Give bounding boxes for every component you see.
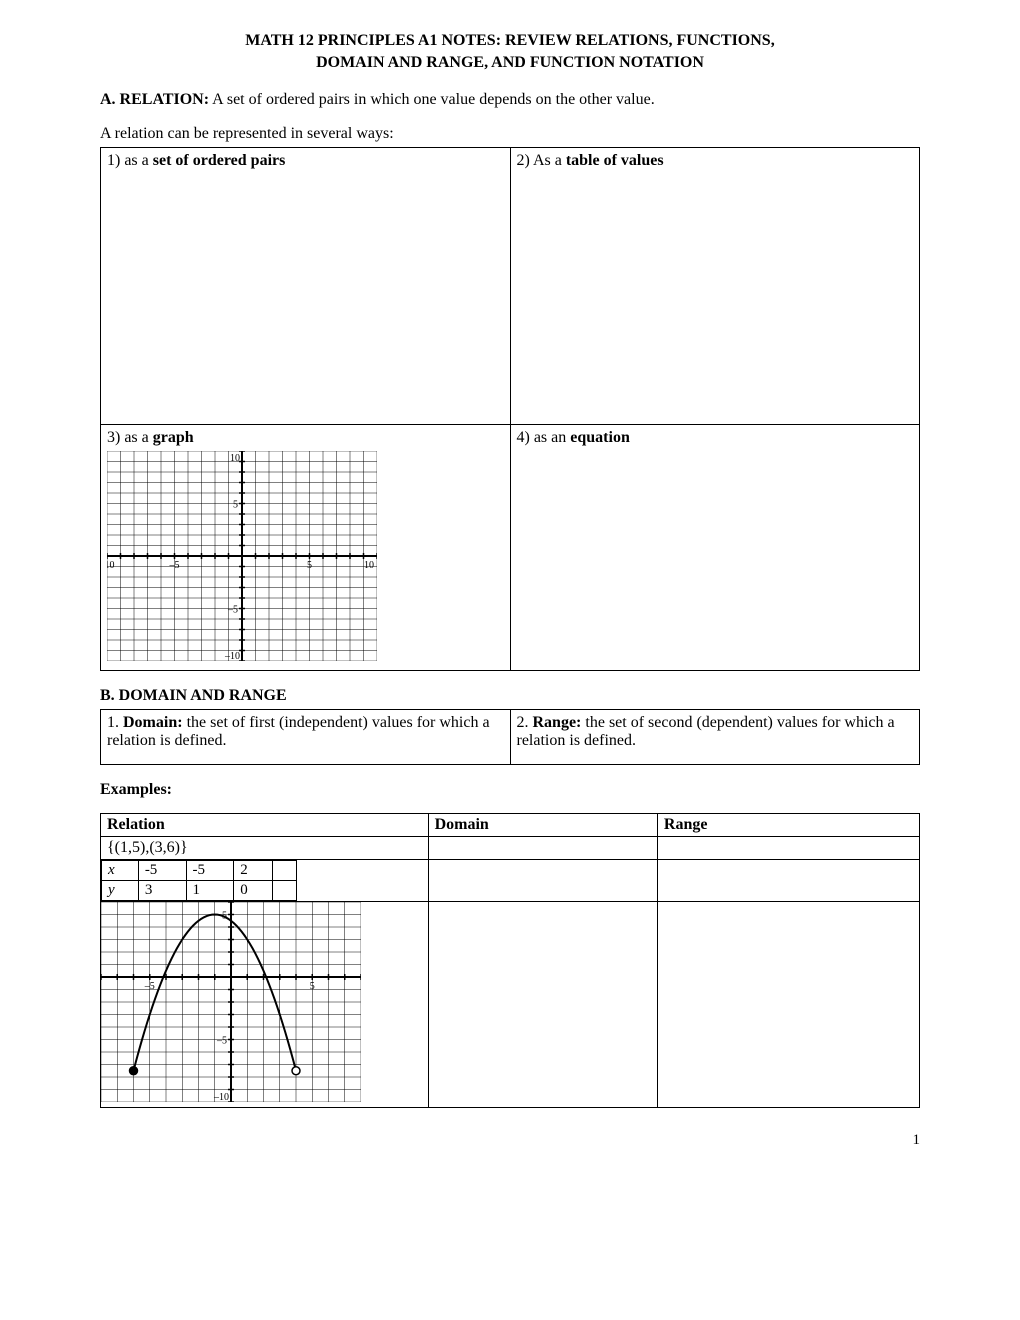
- domain-cell: 1. Domain: the set of first (independent…: [101, 710, 511, 765]
- xy-r1c5: [272, 861, 296, 881]
- xy-r1c2: -5: [138, 861, 186, 881]
- xy-r2c2: 3: [138, 881, 186, 901]
- svg-text:5: 5: [310, 981, 315, 992]
- ways-cell-2: 2) As a table of values: [510, 148, 920, 425]
- xy-r2c5: [272, 881, 296, 901]
- examples-header-relation: Relation: [101, 814, 429, 837]
- xy-r2c1: y: [102, 881, 139, 901]
- section-b-label: B. DOMAIN AND RANGE: [100, 687, 287, 704]
- page-number: 1: [100, 1132, 920, 1149]
- examples-heading: Examples:: [100, 781, 920, 799]
- page-title: MATH 12 PRINCIPLES A1 NOTES: REVIEW RELA…: [100, 30, 920, 73]
- range-cell: 2. Range: the set of second (dependent) …: [510, 710, 920, 765]
- examples-header-range: Range: [657, 814, 919, 837]
- xy-r1c3: -5: [186, 861, 234, 881]
- graph-large: –10 –5 5 10 10 5 –5 –10: [107, 451, 377, 661]
- svg-text:–5: –5: [144, 981, 155, 992]
- domain-pre: 1.: [107, 714, 123, 731]
- examples-row3-domain: [428, 902, 657, 1108]
- ways-3-bold: graph: [153, 429, 194, 446]
- ways-cell-4: 4) as an equation: [510, 425, 920, 671]
- xy-r2c3: 1: [186, 881, 234, 901]
- xy-r1c1: x: [102, 861, 139, 881]
- ways-1-num: 1) as a: [107, 152, 153, 169]
- section-a-label: A. RELATION:: [100, 91, 209, 108]
- title-line2: DOMAIN AND RANGE, AND FUNCTION NOTATION: [316, 54, 704, 71]
- ways-4-bold: equation: [570, 429, 630, 446]
- svg-text:–5: –5: [216, 1036, 227, 1047]
- examples-row1-range: [657, 837, 919, 860]
- svg-text:–10: –10: [107, 560, 115, 571]
- graph-large-container: –10 –5 5 10 10 5 –5 –10: [107, 451, 504, 666]
- section-a-intro: A. RELATION: A set of ordered pairs in w…: [100, 91, 920, 109]
- domain-range-table: 1. Domain: the set of first (independent…: [100, 709, 920, 765]
- ways-2-bold: table of values: [566, 152, 664, 169]
- xy-table: x -5 -5 2 y 3 1 0: [101, 860, 297, 901]
- svg-text:10: 10: [230, 453, 240, 464]
- examples-header-domain: Domain: [428, 814, 657, 837]
- ways-cell-1: 1) as a set of ordered pairs: [101, 148, 511, 425]
- svg-text:–10: –10: [224, 651, 240, 661]
- ways-1-bold: set of ordered pairs: [153, 152, 286, 169]
- examples-row2-range: [657, 860, 919, 902]
- relation-ways-table: 1) as a set of ordered pairs 2) As a tab…: [100, 147, 920, 671]
- section-a-text: A set of ordered pairs in which one valu…: [209, 91, 655, 108]
- examples-row1-relation: {(1,5),(3,6)}: [101, 837, 429, 860]
- examples-table: Relation Domain Range {(1,5),(3,6)} x -5…: [100, 813, 920, 1108]
- svg-text:5: 5: [233, 500, 238, 511]
- examples-row3-relation: –555–5–10: [101, 902, 429, 1108]
- xy-r1c4: 2: [234, 861, 272, 881]
- svg-text:–5: –5: [169, 560, 180, 571]
- section-b-heading: B. DOMAIN AND RANGE: [100, 687, 920, 705]
- examples-row1-domain: [428, 837, 657, 860]
- range-bold: Range:: [533, 714, 582, 731]
- examples-row2-relation: x -5 -5 2 y 3 1 0: [101, 860, 429, 902]
- svg-text:–10: –10: [213, 1092, 229, 1102]
- xy-r2c4: 0: [234, 881, 272, 901]
- svg-text:10: 10: [364, 560, 374, 571]
- ways-2-num: 2) As a: [517, 152, 566, 169]
- ways-4-num: 4) as an: [517, 429, 571, 446]
- ways-3-num: 3) as a: [107, 429, 153, 446]
- range-pre: 2.: [517, 714, 533, 731]
- ways-cell-3: 3) as a graph –10 –5 5 10 10 5 –5 –10: [101, 425, 511, 671]
- svg-text:5: 5: [307, 560, 312, 571]
- domain-bold: Domain:: [123, 714, 183, 731]
- relation-ways-intro: A relation can be represented in several…: [100, 125, 920, 143]
- examples-row3-range: [657, 902, 919, 1108]
- title-line1: MATH 12 PRINCIPLES A1 NOTES: REVIEW RELA…: [245, 32, 774, 49]
- examples-row2-domain: [428, 860, 657, 902]
- svg-text:–5: –5: [227, 605, 238, 616]
- graph-small: –555–5–10: [101, 902, 361, 1102]
